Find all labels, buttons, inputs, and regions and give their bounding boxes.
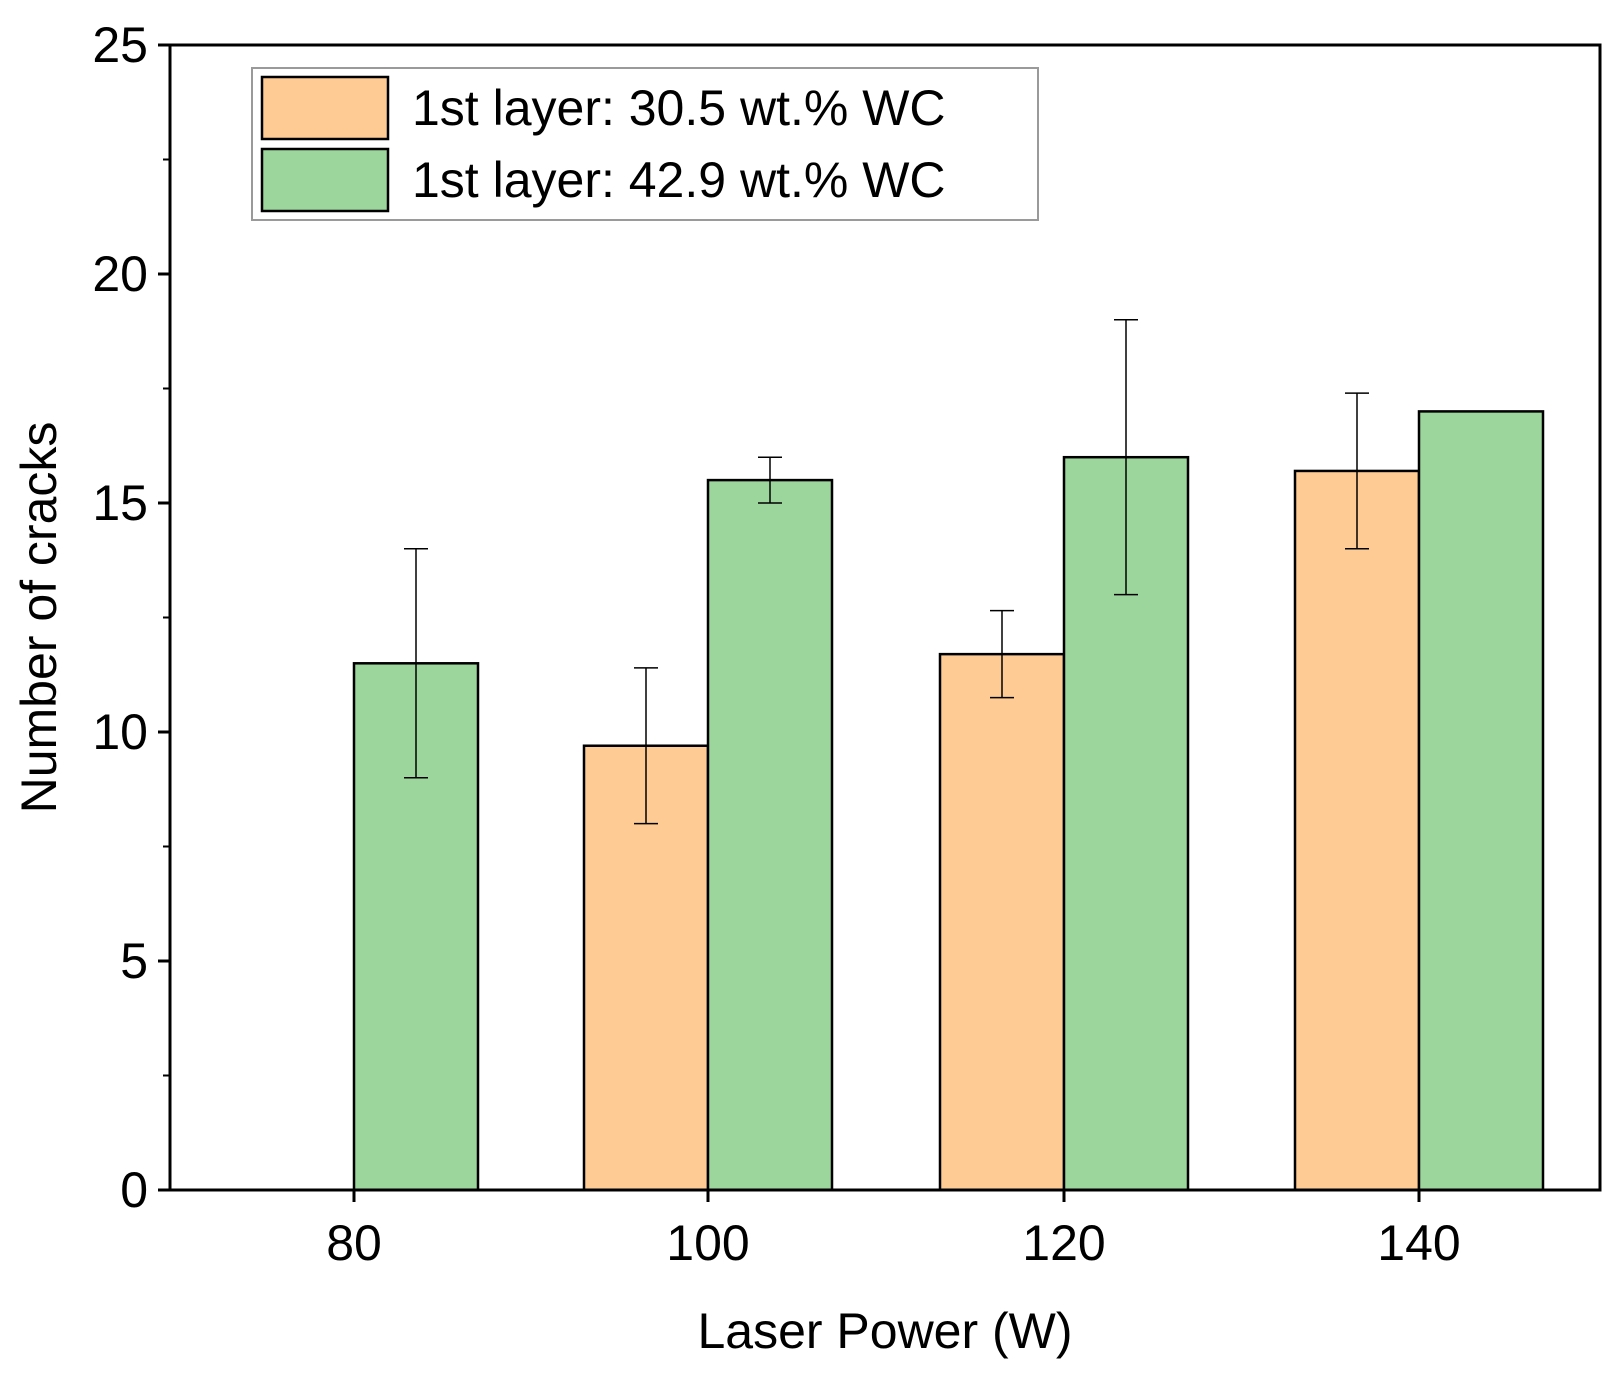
bar-series-2-140 <box>1417 410 1545 1192</box>
x-tick-label: 100 <box>666 1215 749 1271</box>
y-tick-label: 25 <box>92 17 148 73</box>
bar-series-1-140 <box>1293 469 1421 1192</box>
bar-series-2-100 <box>706 478 834 1192</box>
legend-label-series-1: 1st layer: 30.5 wt.% WC <box>412 80 946 136</box>
legend-label-series-2: 1st layer: 42.9 wt.% WC <box>412 152 946 208</box>
legend-swatch-series-2 <box>260 147 390 213</box>
y-tick-label: 0 <box>120 1162 148 1218</box>
y-tick-label: 15 <box>92 475 148 531</box>
error-bars-layer <box>404 319 1369 825</box>
bars-layer <box>352 410 1545 1192</box>
error-bar-series-1-140 <box>1345 392 1369 550</box>
legend: 1st layer: 30.5 wt.% WC 1st layer: 42.9 … <box>251 67 1039 221</box>
error-bar-series-2-100 <box>758 456 782 504</box>
error-bar-series-2-120 <box>1114 319 1138 596</box>
x-tick-label: 120 <box>1022 1215 1105 1271</box>
x-axis-title: Laser Power (W) <box>697 1303 1072 1359</box>
error-bar-series-2-80 <box>404 548 428 779</box>
y-tick-label: 10 <box>92 704 148 760</box>
x-tick-label: 80 <box>326 1215 382 1271</box>
axes-layer: 0 5 10 15 20 25 80 100 120 140 <box>92 17 1460 1271</box>
y-axis-title: Number of cracks <box>11 422 67 814</box>
error-bar-series-1-100 <box>634 667 658 825</box>
y-tick-label: 20 <box>92 246 148 302</box>
error-bar-series-1-120 <box>990 609 1014 699</box>
x-tick-label: 140 <box>1377 1215 1460 1271</box>
y-tick-label: 5 <box>120 933 148 989</box>
bar-series-1-120 <box>938 652 1066 1192</box>
legend-swatch-series-1 <box>260 75 390 141</box>
plot-frame <box>168 43 1602 1192</box>
